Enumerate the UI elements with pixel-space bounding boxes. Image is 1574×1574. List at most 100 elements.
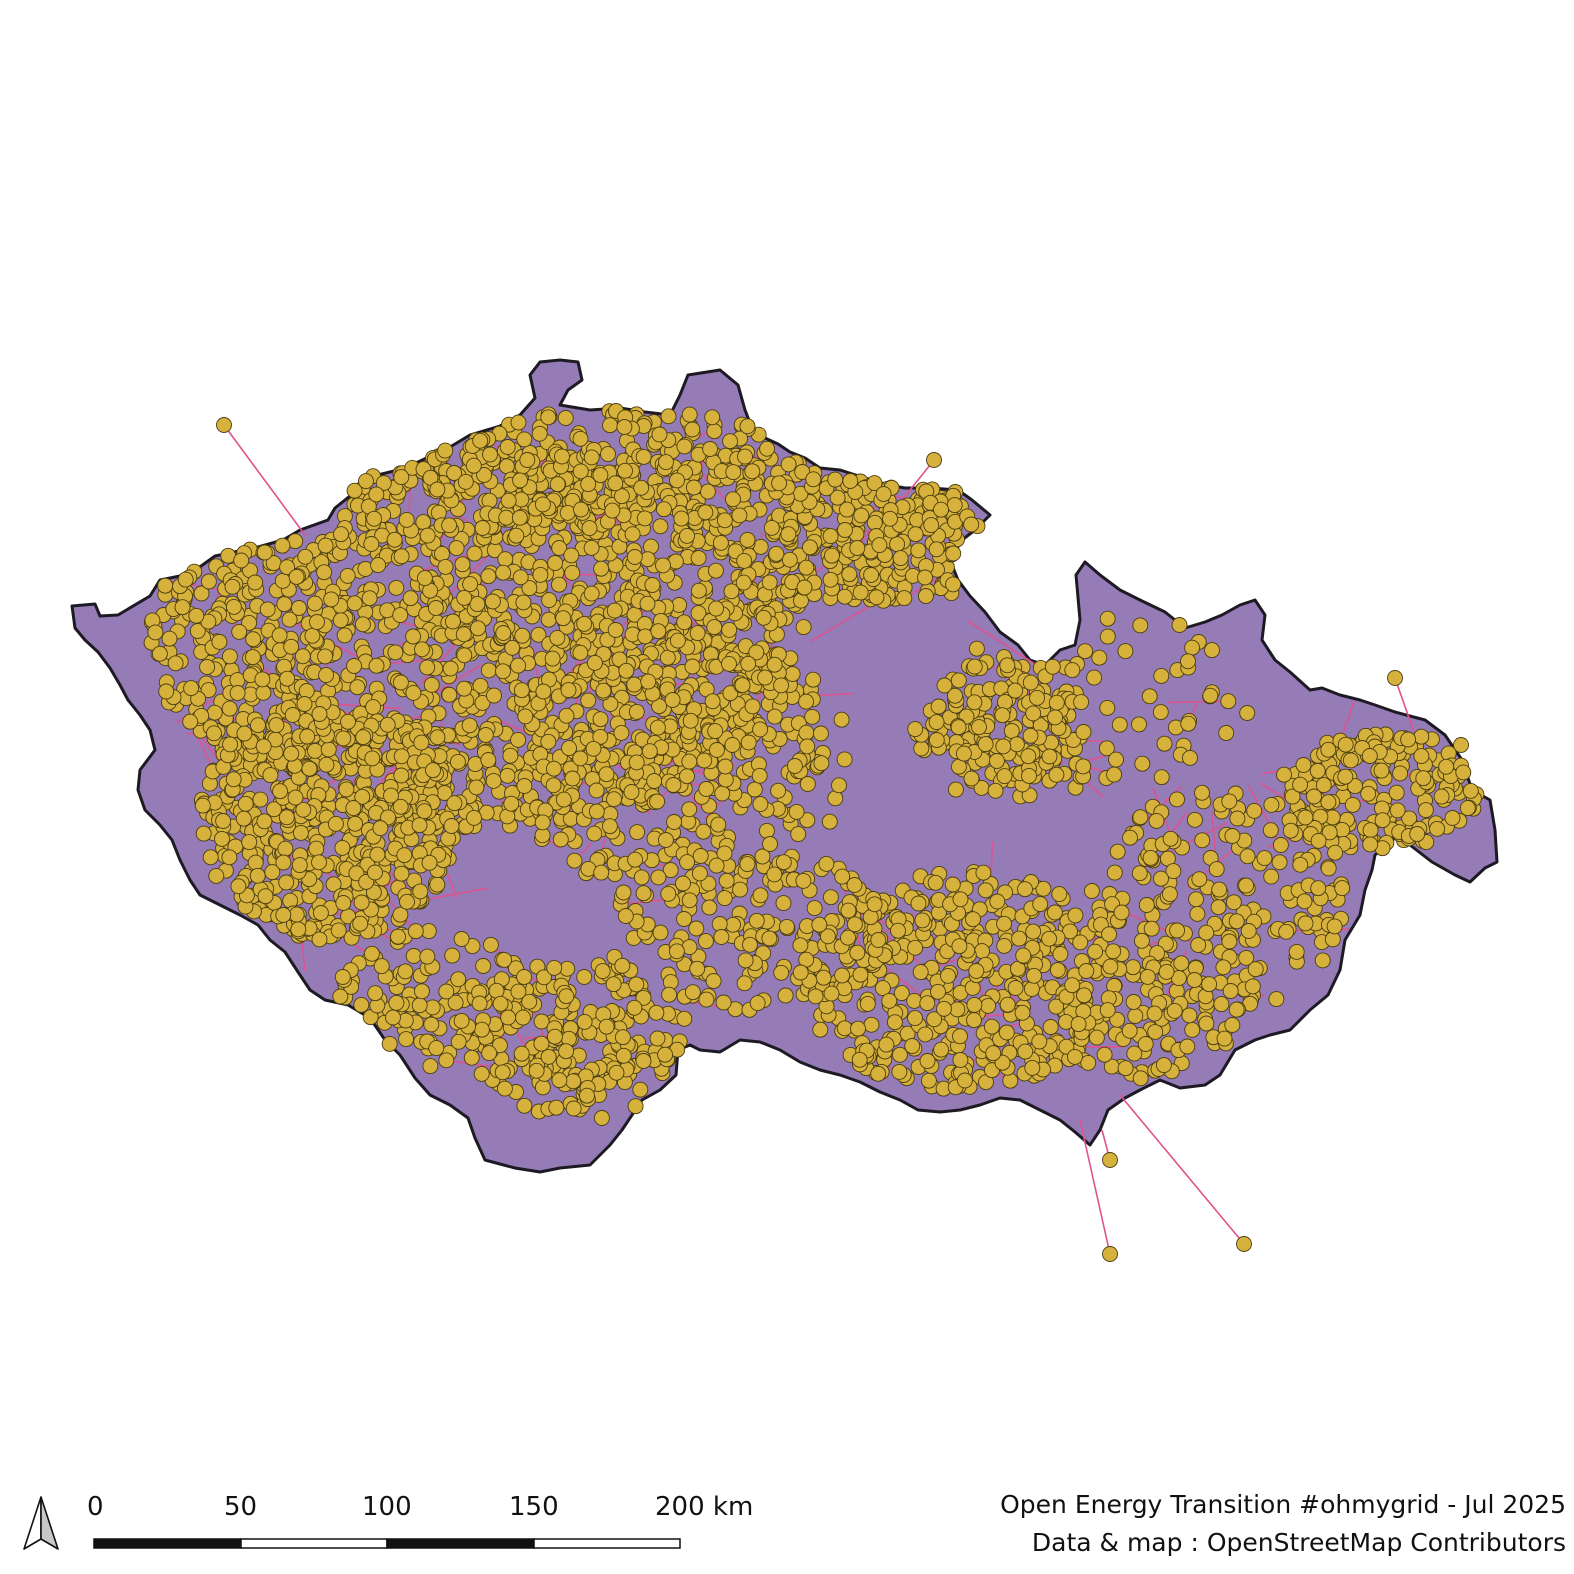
substation-point [859, 995, 876, 1012]
substation-point [1015, 947, 1032, 964]
substation-point [732, 881, 749, 898]
substation-point [604, 502, 621, 519]
substation-point [1180, 715, 1197, 732]
substation-point [373, 958, 390, 975]
substation-point [335, 895, 352, 911]
substation-point [811, 916, 828, 933]
substation-point [510, 731, 527, 748]
substation-point [649, 1030, 666, 1047]
substation-point [555, 791, 572, 808]
substation-point [1171, 617, 1188, 633]
substation-point [330, 922, 347, 939]
substation-point [353, 894, 370, 911]
substation-point [721, 621, 738, 638]
substation-point [952, 1052, 969, 1068]
substation-point [788, 803, 805, 820]
substation-point [684, 421, 701, 438]
substation-point [766, 866, 783, 883]
substation-point [684, 658, 701, 675]
substation-point [761, 574, 778, 591]
substation-point [519, 452, 536, 468]
substation-point [352, 915, 369, 932]
substation-point [737, 448, 753, 465]
substation-point [661, 986, 678, 1003]
substation-point [907, 1010, 923, 1027]
substation-point [1198, 924, 1215, 941]
substation-point [299, 728, 316, 745]
substation-point [626, 549, 643, 565]
substation-point [1142, 849, 1159, 866]
substation-point [600, 446, 616, 463]
substation-point [585, 740, 602, 757]
substation-point [369, 846, 386, 863]
substation-point [940, 967, 956, 984]
substation-point [702, 441, 719, 457]
substation-point [516, 431, 533, 448]
substation-point [1101, 926, 1118, 943]
substation-point [412, 883, 429, 900]
substation-point [311, 931, 328, 948]
substation-point [262, 767, 279, 784]
substation-point [586, 654, 603, 671]
substation-point [704, 693, 721, 710]
substation-point [346, 595, 363, 612]
substation-point [1400, 731, 1417, 748]
substation-point [919, 1053, 936, 1069]
substation-point [1138, 897, 1155, 913]
substation-point [906, 992, 923, 1009]
substation-point [834, 967, 851, 984]
substation-point [318, 667, 335, 684]
substation-point [679, 768, 695, 785]
substation-point [1064, 977, 1081, 994]
substation-point [563, 547, 580, 564]
substation-point [1314, 952, 1331, 969]
substation-point [558, 988, 575, 1005]
substation-point [292, 824, 309, 841]
substation-point [473, 1065, 490, 1082]
substation-point [388, 579, 405, 596]
substation-point [1310, 832, 1327, 849]
substation-point [722, 433, 739, 450]
substation-point [438, 1052, 455, 1069]
substation-point [944, 876, 961, 893]
substation-point [296, 696, 313, 712]
substation-point [208, 867, 225, 884]
substation-point [334, 839, 351, 856]
power-line [223, 424, 306, 536]
substation-point [1306, 788, 1322, 805]
substation-point [388, 994, 405, 1011]
substation-point [477, 727, 494, 743]
substation-point [676, 911, 693, 927]
substation-point [1292, 776, 1309, 793]
substation-point [511, 509, 528, 526]
substation-point [422, 1058, 439, 1075]
substation-point [852, 584, 869, 601]
substation-point [697, 933, 714, 950]
substation-point [1003, 723, 1020, 739]
substation-point [1148, 812, 1165, 829]
substation-point [167, 655, 184, 672]
substation-point [396, 847, 413, 864]
substation-point [863, 567, 880, 583]
substation-point [812, 1021, 829, 1038]
substation-point [1288, 943, 1305, 960]
substation-point [492, 995, 509, 1012]
substation-point [1156, 735, 1173, 752]
substation-point [413, 983, 430, 1000]
substation-point [917, 569, 933, 586]
substation-point [628, 703, 645, 720]
substation-point [739, 418, 756, 435]
substation-point [1194, 784, 1210, 801]
substation-point [224, 578, 241, 595]
substation-point [681, 753, 698, 770]
substation-point [650, 623, 667, 640]
substation-point [725, 491, 741, 508]
substation-point [1186, 811, 1203, 828]
substation-point [279, 670, 296, 687]
substation-point [999, 657, 1016, 674]
substation-point [221, 849, 238, 866]
substation-point [364, 750, 381, 767]
substation-point [1113, 904, 1130, 921]
substation-point [649, 719, 666, 736]
substation-point [312, 905, 329, 921]
